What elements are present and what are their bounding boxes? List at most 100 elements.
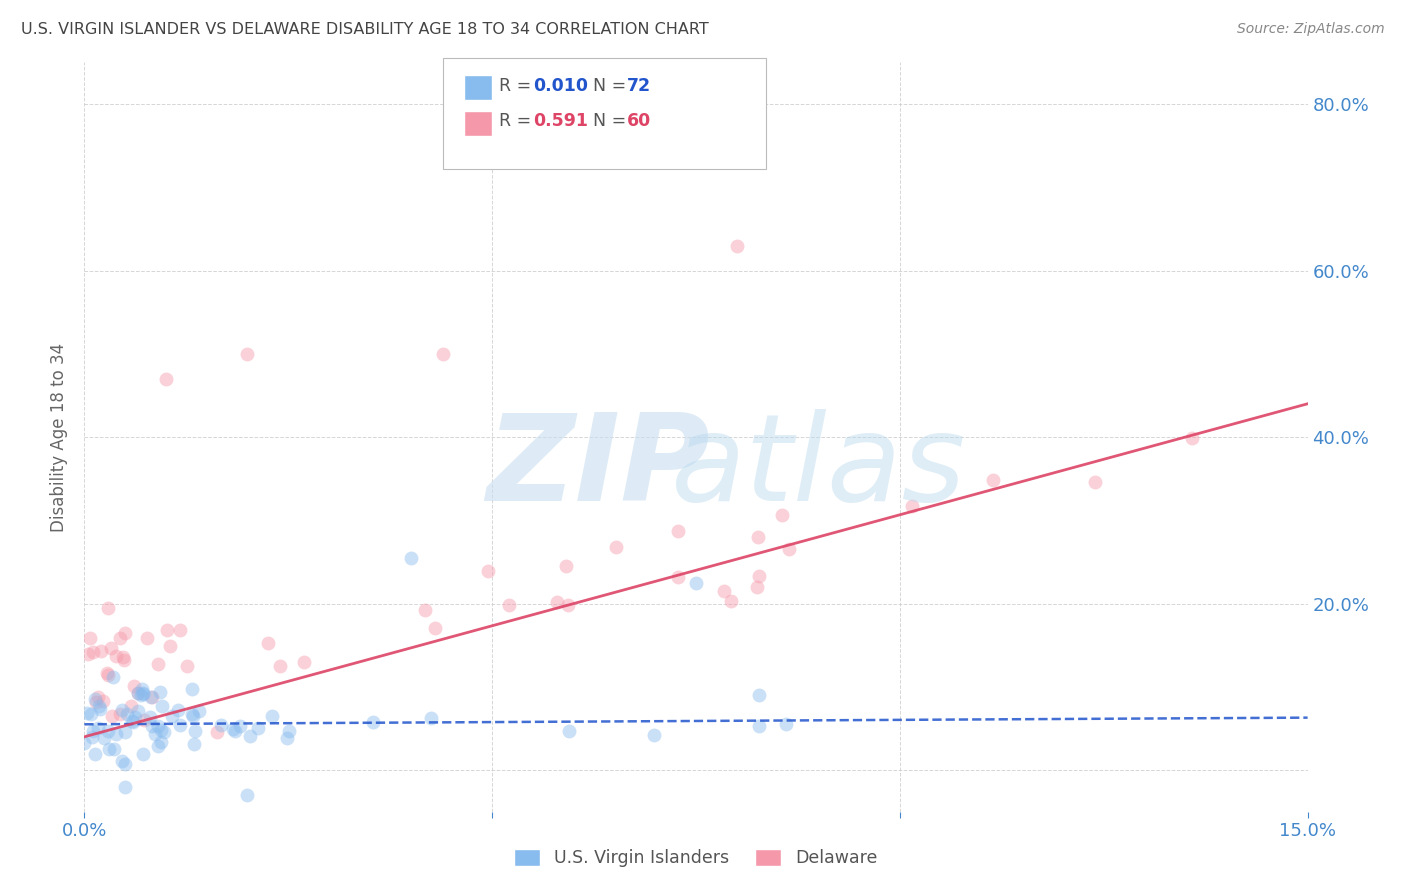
Point xyxy=(76,706,98,720)
Point xyxy=(79,632,101,646)
Point xyxy=(103,742,125,756)
Point xyxy=(80,730,103,744)
Point xyxy=(423,621,446,635)
Point xyxy=(114,725,136,739)
Point xyxy=(111,754,134,768)
Point xyxy=(127,686,149,700)
Point xyxy=(666,570,689,584)
Point xyxy=(141,690,163,705)
Point xyxy=(139,709,162,723)
Point xyxy=(399,550,422,565)
Point xyxy=(666,524,689,538)
Point xyxy=(127,686,149,700)
Point xyxy=(117,706,139,721)
Point xyxy=(176,659,198,673)
Point xyxy=(256,636,278,650)
Point xyxy=(554,558,576,573)
Point xyxy=(413,603,436,617)
Text: R =: R = xyxy=(499,112,537,130)
Point xyxy=(112,650,135,665)
Point xyxy=(222,722,245,736)
Point xyxy=(114,780,136,794)
Point xyxy=(184,723,207,738)
Point xyxy=(98,742,121,756)
Point xyxy=(127,704,149,718)
Text: 60: 60 xyxy=(627,112,651,130)
Point xyxy=(180,681,202,696)
Point xyxy=(546,595,568,609)
Point xyxy=(209,717,232,731)
Point xyxy=(156,623,179,637)
Point xyxy=(775,717,797,731)
Point xyxy=(73,736,96,750)
Point xyxy=(114,626,136,640)
Point xyxy=(159,639,181,653)
Point xyxy=(84,692,107,706)
Point xyxy=(108,631,131,645)
Point xyxy=(150,723,173,738)
Point xyxy=(643,728,665,742)
Text: 0.591: 0.591 xyxy=(533,112,588,130)
Text: Source: ZipAtlas.com: Source: ZipAtlas.com xyxy=(1237,22,1385,37)
Point xyxy=(276,731,298,746)
Point xyxy=(181,706,204,721)
Point xyxy=(91,694,114,708)
Point xyxy=(87,698,110,713)
Point xyxy=(1084,475,1107,489)
Point xyxy=(149,685,172,699)
Text: N =: N = xyxy=(593,112,633,130)
Point xyxy=(239,729,262,743)
Point xyxy=(229,719,252,733)
Point xyxy=(82,724,104,739)
Legend: U.S. Virgin Islanders, Delaware: U.S. Virgin Islanders, Delaware xyxy=(508,842,884,874)
Point xyxy=(132,747,155,762)
Point xyxy=(83,747,105,761)
Point xyxy=(90,644,112,658)
Point xyxy=(80,707,103,722)
Point xyxy=(150,699,173,714)
Point xyxy=(498,599,520,613)
Point xyxy=(713,584,735,599)
Point xyxy=(748,569,770,583)
Point xyxy=(169,718,191,732)
Point xyxy=(236,788,259,802)
Point xyxy=(236,347,259,361)
Point xyxy=(557,598,579,612)
Text: 72: 72 xyxy=(627,77,651,95)
Point xyxy=(136,631,159,645)
Point xyxy=(748,688,770,702)
Point xyxy=(685,575,707,590)
Point xyxy=(111,703,134,717)
Point xyxy=(720,594,742,608)
Point xyxy=(477,564,499,578)
Point xyxy=(132,687,155,701)
Point xyxy=(269,659,291,673)
Point xyxy=(981,473,1004,487)
Point xyxy=(97,667,120,681)
Point xyxy=(146,719,169,733)
Point xyxy=(146,657,169,671)
Point xyxy=(97,601,120,615)
Point xyxy=(96,666,118,681)
Point xyxy=(100,640,122,655)
Point xyxy=(87,690,110,705)
Point xyxy=(122,714,145,729)
Point xyxy=(93,731,115,746)
Point xyxy=(1181,430,1204,444)
Point xyxy=(205,725,228,739)
Point xyxy=(103,670,125,684)
Point xyxy=(901,500,924,514)
Point xyxy=(605,540,627,554)
Point xyxy=(745,580,768,594)
Text: atlas: atlas xyxy=(671,409,966,525)
Point xyxy=(278,724,301,739)
Point xyxy=(129,688,152,702)
Point xyxy=(143,727,166,741)
Point xyxy=(82,644,104,658)
Point xyxy=(187,704,209,718)
Point xyxy=(124,710,146,724)
Point xyxy=(361,715,384,730)
Point xyxy=(89,702,111,716)
Point xyxy=(432,347,454,361)
Point xyxy=(153,725,176,739)
